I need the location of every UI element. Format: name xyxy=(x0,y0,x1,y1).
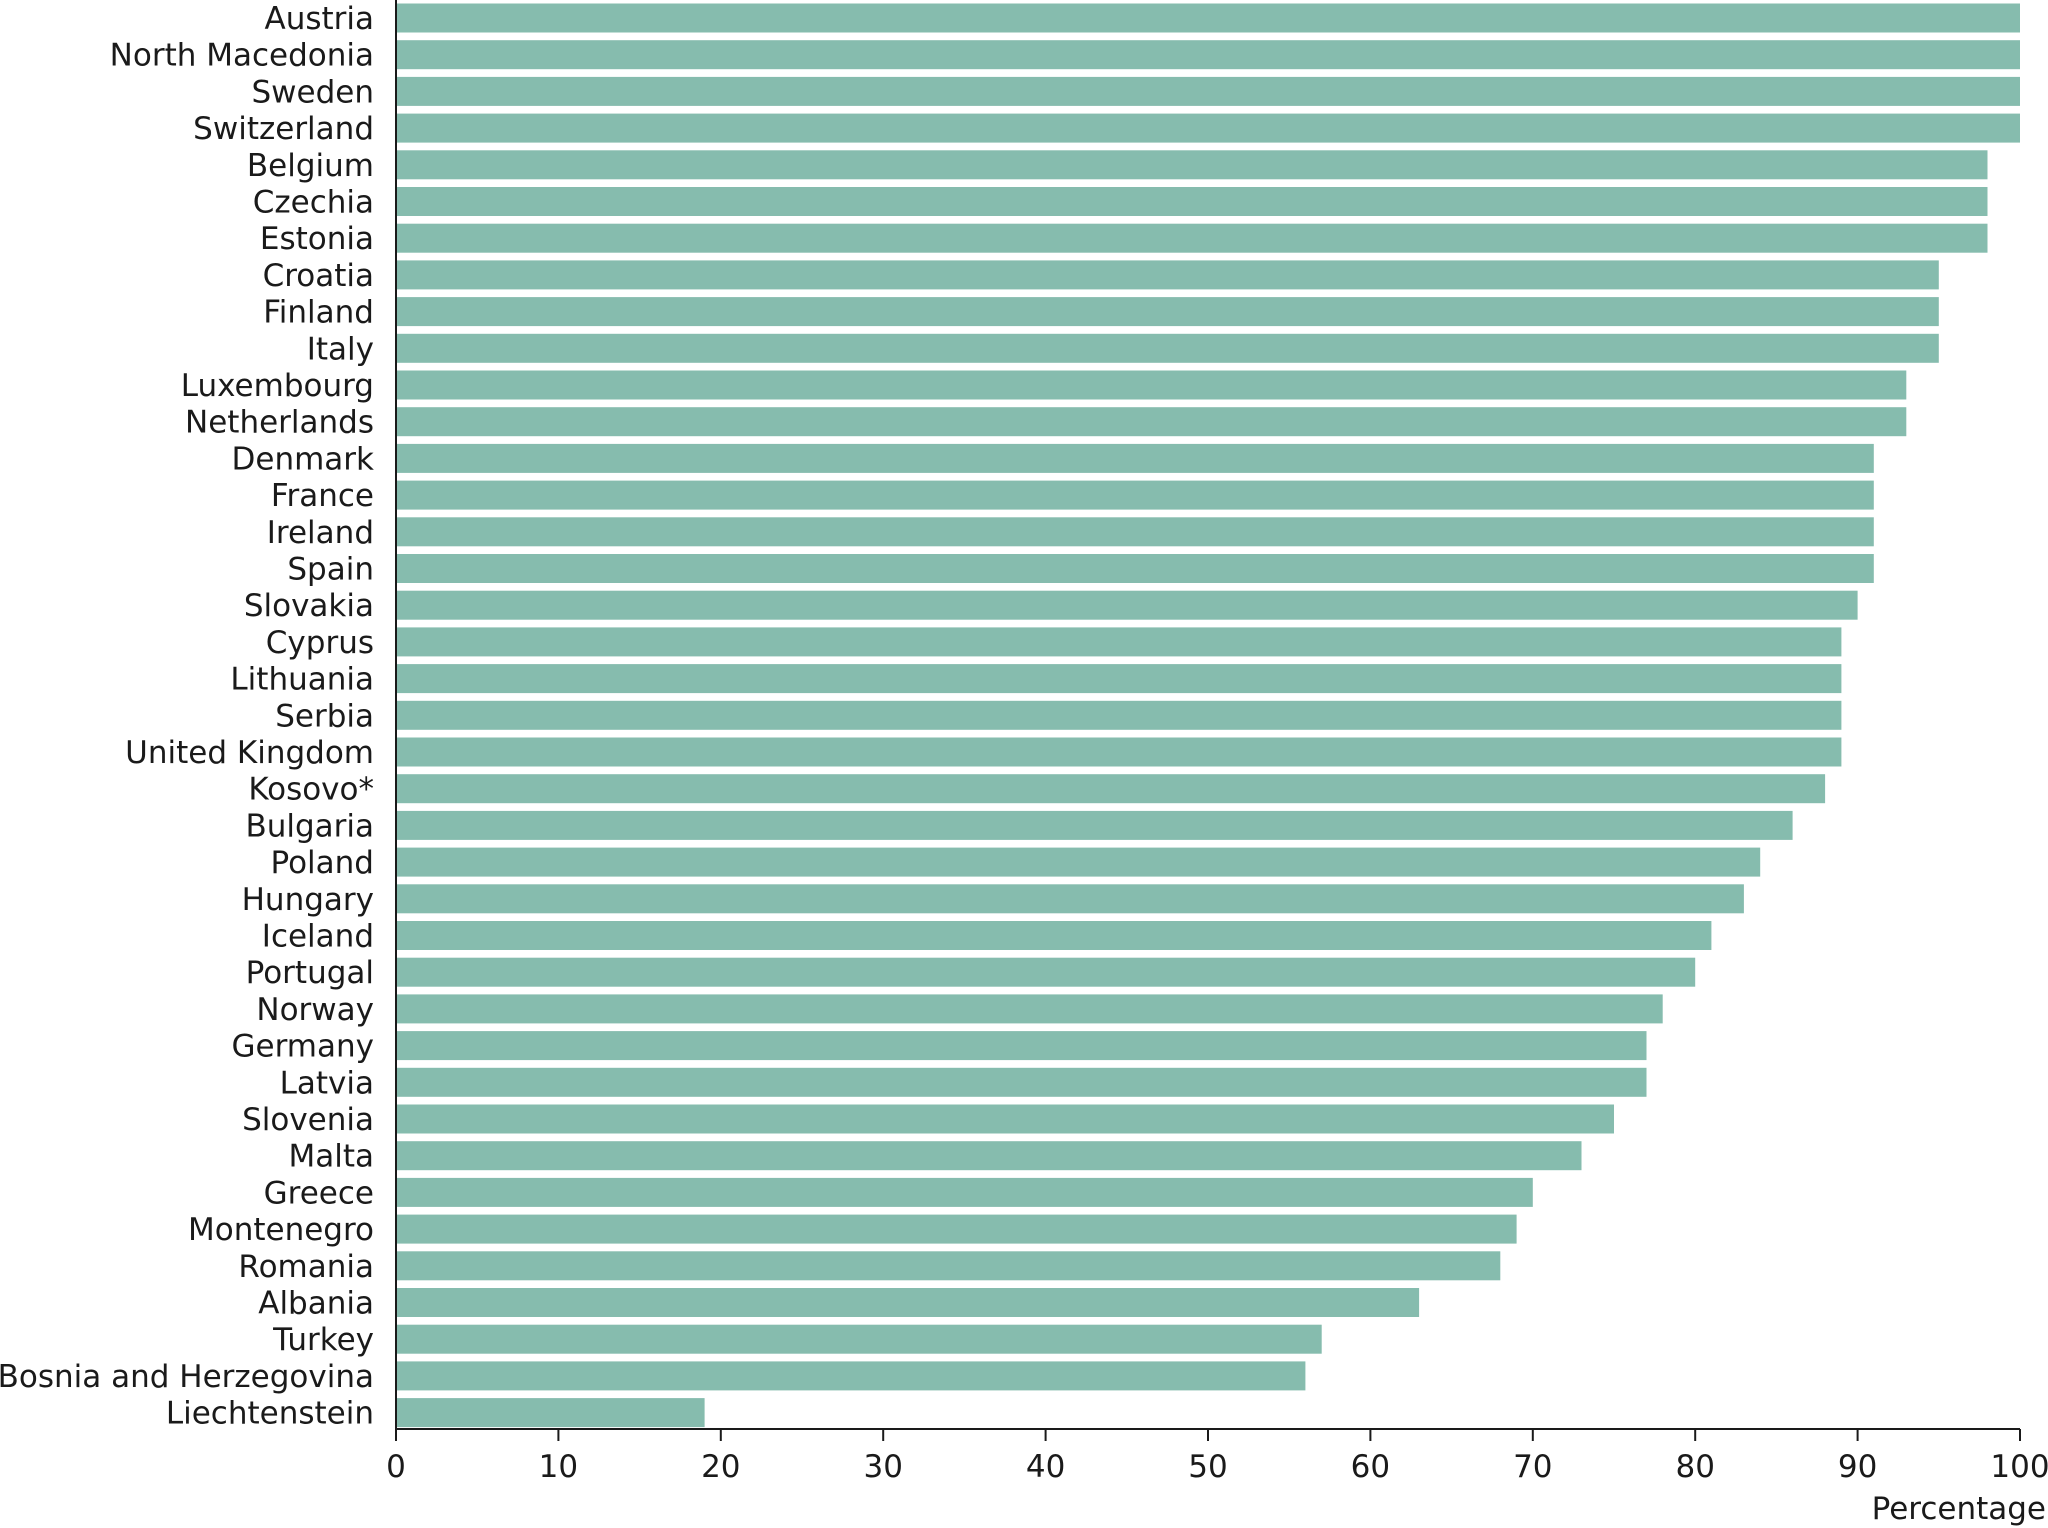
bar-united-kingdom xyxy=(396,737,1842,767)
category-label: Bosnia and Herzegovina xyxy=(0,1359,374,1395)
category-label: Turkey xyxy=(272,1322,374,1358)
category-label: Ireland xyxy=(267,515,374,551)
bar-romania xyxy=(396,1251,1501,1281)
bar-serbia xyxy=(396,700,1842,730)
x-tick-label: 60 xyxy=(1351,1449,1390,1485)
bar-albania xyxy=(396,1288,1420,1317)
bar-czechia xyxy=(396,187,1988,216)
category-label: Serbia xyxy=(275,698,374,734)
bar-malta xyxy=(396,1141,1582,1171)
category-label: Malta xyxy=(288,1139,374,1175)
bar-croatia xyxy=(396,260,1939,290)
category-label: Switzerland xyxy=(193,111,374,147)
bar-cyprus xyxy=(396,627,1842,657)
x-tick-label: 40 xyxy=(1026,1449,1065,1485)
category-label: Latvia xyxy=(280,1065,374,1101)
bar-france xyxy=(396,480,1874,510)
bar-switzerland xyxy=(396,113,2020,143)
x-tick-label: 30 xyxy=(863,1449,902,1485)
category-label: Cyprus xyxy=(266,625,374,661)
bar-denmark xyxy=(396,443,1874,473)
category-label: Finland xyxy=(263,295,374,331)
category-label: United Kingdom xyxy=(125,735,374,771)
bar-bosnia-and-herzegovina xyxy=(396,1361,1306,1391)
bar-slovakia xyxy=(396,590,1858,620)
category-label: Hungary xyxy=(242,882,374,918)
bar-hungary xyxy=(396,884,1744,914)
category-label: Luxembourg xyxy=(181,368,374,404)
x-tick-label: 100 xyxy=(1990,1449,2048,1485)
bar-latvia xyxy=(396,1067,1647,1097)
x-axis-ticks: 0 10 20 30 40 50 60 70 80 90 100 xyxy=(386,1429,2048,1485)
category-label: Croatia xyxy=(263,258,374,294)
bar-slovenia xyxy=(396,1104,1614,1134)
bar-greece xyxy=(396,1177,1533,1207)
category-label: Kosovo* xyxy=(248,772,374,808)
x-axis-title: Percentage xyxy=(1872,1491,2046,1527)
category-label: Romania xyxy=(238,1249,374,1285)
category-label: North Macedonia xyxy=(110,38,374,74)
bar-finland xyxy=(396,297,1939,327)
category-label: Spain xyxy=(287,552,374,588)
bar-iceland xyxy=(396,921,1712,950)
category-label: Portugal xyxy=(246,955,374,991)
bar-ireland xyxy=(396,517,1874,547)
bar-norway xyxy=(396,994,1663,1024)
bars-layer xyxy=(396,3,2020,1428)
category-label: Poland xyxy=(271,845,375,881)
bar-sweden xyxy=(396,76,2020,106)
category-label: Sweden xyxy=(251,74,374,110)
x-tick-label: 70 xyxy=(1513,1449,1552,1485)
category-label: Czechia xyxy=(253,185,374,221)
category-label: Norway xyxy=(256,992,374,1028)
category-label: Denmark xyxy=(232,441,375,477)
category-label: Montenegro xyxy=(188,1212,374,1248)
category-label: Slovenia xyxy=(242,1102,374,1138)
category-label: Netherlands xyxy=(185,405,374,441)
x-tick-label: 10 xyxy=(539,1449,578,1485)
x-tick-label: 90 xyxy=(1838,1449,1877,1485)
category-label: Slovakia xyxy=(244,588,374,624)
bar-belgium xyxy=(396,150,1988,180)
bar-turkey xyxy=(396,1324,1322,1354)
bar-italy xyxy=(396,333,1939,363)
category-label: Iceland xyxy=(262,919,374,955)
x-tick-label: 0 xyxy=(386,1449,406,1485)
bar-netherlands xyxy=(396,407,1907,437)
x-axis: 0 10 20 30 40 50 60 70 80 90 100 Percentage xyxy=(386,0,2048,1527)
category-label: Liechtenstein xyxy=(166,1396,374,1432)
x-tick-label: 20 xyxy=(701,1449,740,1485)
bar-luxembourg xyxy=(396,370,1907,400)
category-label: Austria xyxy=(264,1,374,37)
category-label: Greece xyxy=(264,1175,374,1211)
bar-poland xyxy=(396,847,1761,877)
category-label: Albania xyxy=(258,1286,374,1322)
bar-portugal xyxy=(396,957,1696,987)
bar-germany xyxy=(396,1031,1647,1061)
category-label: Belgium xyxy=(247,148,374,184)
category-label: Germany xyxy=(232,1029,374,1065)
bar-liechtenstein xyxy=(396,1398,705,1428)
category-label: Estonia xyxy=(260,221,374,257)
bar-north-macedonia xyxy=(396,40,2020,70)
bar-spain xyxy=(396,554,1874,583)
bar-kosovo xyxy=(396,774,1826,804)
x-tick-label: 50 xyxy=(1188,1449,1227,1485)
category-label: Bulgaria xyxy=(245,808,374,844)
x-tick-label: 80 xyxy=(1675,1449,1714,1485)
category-label: Italy xyxy=(307,331,374,367)
bar-montenegro xyxy=(396,1214,1517,1244)
bar-estonia xyxy=(396,223,1988,253)
bar-lithuania xyxy=(396,664,1842,694)
bar-austria xyxy=(396,3,2020,33)
bar-bulgaria xyxy=(396,810,1793,840)
category-label: France xyxy=(271,478,374,514)
category-label: Lithuania xyxy=(230,662,374,698)
